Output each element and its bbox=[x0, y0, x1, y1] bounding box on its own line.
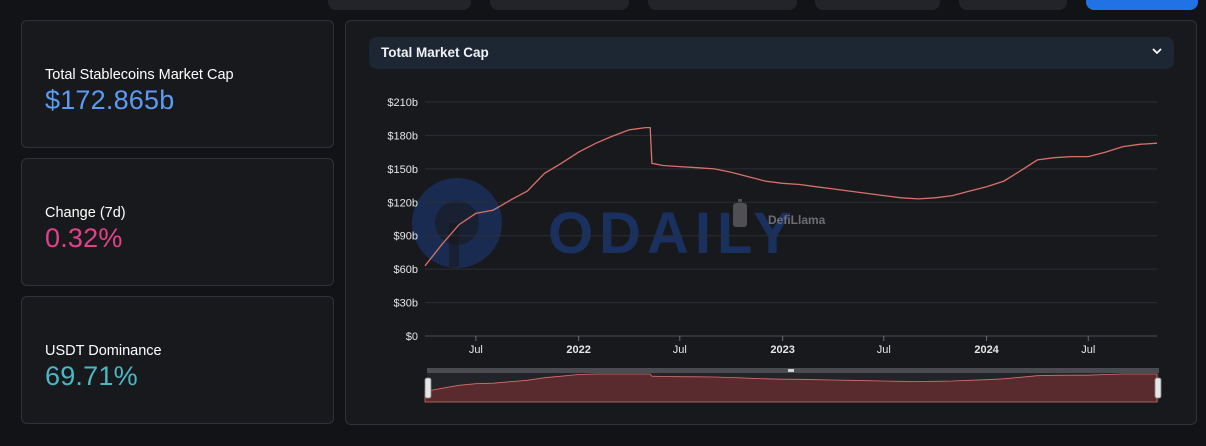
dominance-card: USDT Dominance 69.71% bbox=[21, 296, 334, 424]
market-cap-chart: ODAILY DefiLlama $0 $30b $60b $90b $120b $150… bbox=[387, 97, 1162, 403]
market-cap-line bbox=[424, 126, 1158, 267]
market-cap-card: Total Stablecoins Market Cap $172.865b bbox=[21, 20, 334, 148]
range-slider[interactable] bbox=[424, 368, 1162, 403]
dominance-label: USDT Dominance bbox=[45, 343, 162, 359]
x-tick-label: 2024 bbox=[974, 344, 999, 356]
odaily-watermark-text: ODAILY bbox=[548, 201, 798, 266]
y-tick-label: $30b bbox=[394, 298, 418, 310]
change-card: Change (7d) 0.32% bbox=[21, 158, 334, 286]
dominance-value: 69.71% bbox=[45, 361, 138, 391]
range-start-handle[interactable] bbox=[424, 377, 432, 399]
y-tick-label: $180b bbox=[387, 130, 418, 142]
x-tick-label: Jul bbox=[877, 344, 891, 356]
y-tick-label: $120b bbox=[387, 197, 418, 209]
x-tick-label: Jul bbox=[469, 344, 483, 356]
change-label: Change (7d) bbox=[45, 205, 126, 221]
range-slider-grip-icon[interactable] bbox=[788, 369, 794, 372]
change-value: 0.32% bbox=[45, 223, 123, 253]
filter-button[interactable] bbox=[328, 0, 471, 10]
x-tick-label: Jul bbox=[1081, 344, 1095, 356]
filter-button[interactable] bbox=[490, 0, 629, 10]
chart-panel: Total Market Cap ODAILY DefiLlama $0 $30b… bbox=[345, 20, 1197, 425]
chevron-down-icon bbox=[1152, 48, 1162, 54]
y-tick-label: $150b bbox=[387, 164, 418, 176]
defillama-watermark-text: DefiLlama bbox=[768, 213, 826, 227]
market-cap-label: Total Stablecoins Market Cap bbox=[45, 67, 234, 83]
metric-select[interactable]: Total Market Cap bbox=[369, 37, 1174, 69]
market-cap-value: $172.865b bbox=[45, 85, 175, 115]
primary-action-button[interactable] bbox=[1086, 0, 1198, 10]
y-tick-label: $90b bbox=[394, 231, 418, 243]
y-tick-label: $0 bbox=[406, 331, 418, 343]
x-tick-label: 2022 bbox=[566, 344, 590, 356]
filter-button[interactable] bbox=[648, 0, 797, 10]
range-end-handle[interactable] bbox=[1154, 377, 1162, 399]
range-slider-preview bbox=[424, 373, 1158, 403]
y-tick-label: $210b bbox=[387, 97, 418, 109]
metric-select-label: Total Market Cap bbox=[381, 45, 489, 60]
defillama-logo-icon bbox=[733, 199, 747, 227]
y-tick-label: $60b bbox=[394, 264, 418, 276]
odaily-watermark bbox=[412, 178, 502, 268]
filter-button[interactable] bbox=[815, 0, 940, 10]
x-tick-label: 2023 bbox=[770, 344, 794, 356]
filter-button[interactable] bbox=[959, 0, 1067, 10]
x-tick-label: Jul bbox=[673, 344, 687, 356]
